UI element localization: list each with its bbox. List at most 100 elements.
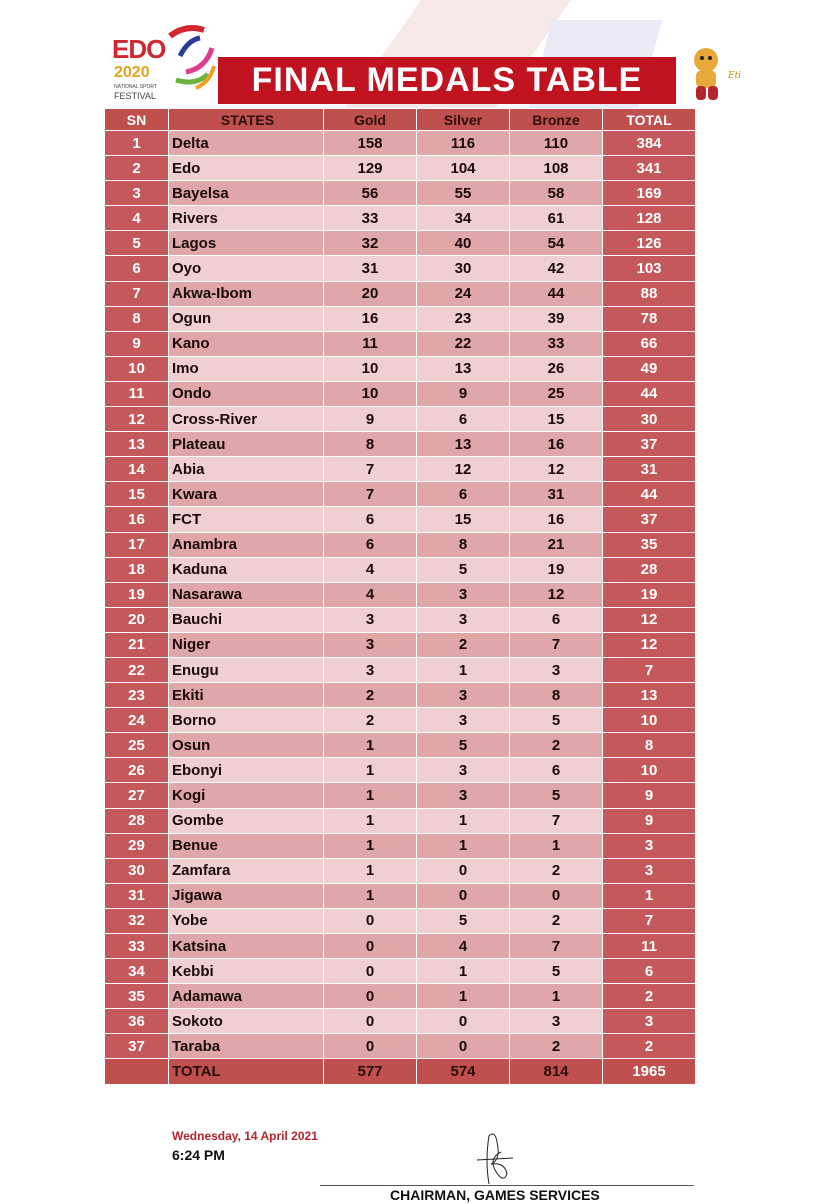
cell-gold: 0 [323,958,417,985]
cell-total: 10 [602,707,696,734]
cell-state: Bauchi [168,606,324,633]
report-date: Wednesday, 14 April 2021 [172,1129,318,1143]
cell-bronze: 44 [509,280,603,307]
cell-state: Anambra [168,531,324,558]
cell-total: 44 [602,481,696,508]
cell-bronze: 5 [509,707,603,734]
cell-sn: 1 [104,129,169,157]
cell-sn: 12 [104,406,169,433]
cell-bronze: 42 [509,255,603,282]
cell-silver: 1 [416,656,510,684]
cell-state: Niger [168,631,324,658]
table-row: 22 Enugu 3 1 3 7 [104,656,696,684]
header-states: STATES [168,108,324,131]
cell-total: 12 [602,631,696,658]
cell-silver: 23 [416,305,510,332]
cell-state: Rivers [168,205,324,232]
cell-total: 9 [602,782,696,809]
table-row: 28 Gombe 1 1 7 9 [104,807,696,834]
table-row: 34 Kebbi 0 1 5 6 [104,958,696,985]
cell-total: 2 [602,1033,696,1060]
cell-silver: 4 [416,932,510,960]
cell-silver: 55 [416,180,510,207]
cell-gold: 10 [323,380,417,408]
cell-silver: 1 [416,807,510,834]
cell-sn: 13 [104,431,169,458]
cell-state: Borno [168,707,324,734]
cell-sn: 30 [104,857,169,884]
header-bronze: Bronze [509,108,603,131]
cell-state: Taraba [168,1033,324,1060]
cell-silver: 40 [416,230,510,257]
cell-silver: 0 [416,1033,510,1060]
cell-state: Kano [168,330,324,357]
cell-sn: 24 [104,707,169,734]
cell-silver: 5 [416,556,510,583]
cell-state: Sokoto [168,1008,324,1035]
cell-state: Lagos [168,230,324,257]
table-row: 26 Ebonyi 1 3 6 10 [104,757,696,784]
table-row: 31 Jigawa 1 0 0 1 [104,882,696,909]
cell-gold: 16 [323,305,417,332]
cell-total: 19 [602,581,696,608]
cell-gold: 7 [323,456,417,483]
table-row: 36 Sokoto 0 0 3 3 [104,1008,696,1035]
cell-sn: 27 [104,782,169,809]
logo-swoosh-icon [168,25,216,90]
cell-total: 49 [602,355,696,382]
logo-brand: EDO [112,34,166,64]
cell-gold: 6 [323,531,417,558]
cell-sn: 28 [104,807,169,834]
table-row: 30 Zamfara 1 0 2 3 [104,857,696,884]
cell-total: 3 [602,857,696,884]
cell-silver: 8 [416,531,510,558]
cell-silver: 1 [416,983,510,1010]
cell-silver: 2 [416,631,510,658]
cell-state: Ogun [168,305,324,332]
cell-total: 78 [602,305,696,332]
cell-gold: 31 [323,255,417,282]
cell-silver: 13 [416,355,510,382]
cell-sn: 36 [104,1008,169,1035]
logo-year: 2020 [114,64,150,81]
table-row: 18 Kaduna 4 5 19 28 [104,556,696,583]
cell-silver: 24 [416,280,510,307]
cell-gold: 158 [323,129,417,157]
table-row: 32 Yobe 0 5 2 7 [104,907,696,935]
cell-sn: 17 [104,531,169,558]
cell-total: 8 [602,732,696,759]
festival-logo: EDO 2020 NATIONAL SPORT FESTIVAL [108,22,218,106]
cell-gold: 2 [323,682,417,709]
cell-state: Kogi [168,782,324,809]
cell-sn: 20 [104,606,169,633]
cell-sn: 34 [104,958,169,985]
table-row: 10 Imo 10 13 26 49 [104,355,696,382]
cell-gold: 0 [323,907,417,935]
signatory-title: CHAIRMAN, GAMES SERVICES [390,1187,600,1203]
signature-line [320,1185,694,1186]
cell-sn: 15 [104,481,169,508]
total-row: TOTAL 577 574 814 1965 [104,1058,696,1085]
table-row: 4 Rivers 33 34 61 128 [104,205,696,232]
cell-bronze: 58 [509,180,603,207]
cell-total: 7 [602,907,696,935]
table-row: 33 Katsina 0 4 7 11 [104,932,696,960]
cell-gold: 33 [323,205,417,232]
table-row: 19 Nasarawa 4 3 12 19 [104,581,696,608]
cell-gold: 0 [323,932,417,960]
table-row: 17 Anambra 6 8 21 35 [104,531,696,558]
total-cell-bronze: 814 [509,1058,603,1085]
cell-gold: 0 [323,1033,417,1060]
cell-gold: 0 [323,983,417,1010]
cell-sn: 10 [104,355,169,382]
header-total: TOTAL [602,108,696,131]
cell-total: 44 [602,380,696,408]
cell-sn: 7 [104,280,169,307]
cell-state: Ekiti [168,682,324,709]
table-row: 11 Ondo 10 9 25 44 [104,380,696,408]
cell-gold: 129 [323,155,417,182]
table-row: 27 Kogi 1 3 5 9 [104,782,696,809]
report-time: 6:24 PM [172,1147,225,1163]
cell-silver: 13 [416,431,510,458]
cell-total: 3 [602,1008,696,1035]
